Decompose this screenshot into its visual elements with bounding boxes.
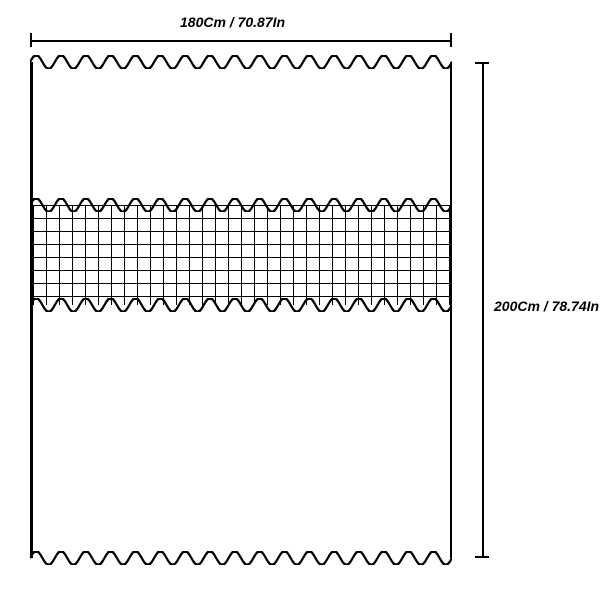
width-dimension-tick-right xyxy=(450,33,452,47)
height-dimension-tick-top xyxy=(475,62,489,64)
mesh-top-wave xyxy=(30,198,452,212)
height-dimension-tick-bottom xyxy=(475,556,489,558)
height-dimension-label: 200Cm / 78.74In xyxy=(494,298,599,314)
rect-bottom-wave xyxy=(30,551,452,565)
mesh-bottom-wave xyxy=(30,298,452,312)
rect-top-wave xyxy=(30,55,452,69)
width-dimension-line xyxy=(30,40,452,42)
width-dimension-tick-left xyxy=(30,33,32,47)
width-dimension-label: 180Cm / 70.87In xyxy=(180,14,285,30)
height-dimension-line xyxy=(482,62,484,558)
mesh-grid-band xyxy=(33,205,450,305)
diagram-canvas: 180Cm / 70.87In 200Cm / 78.74In xyxy=(0,0,600,600)
